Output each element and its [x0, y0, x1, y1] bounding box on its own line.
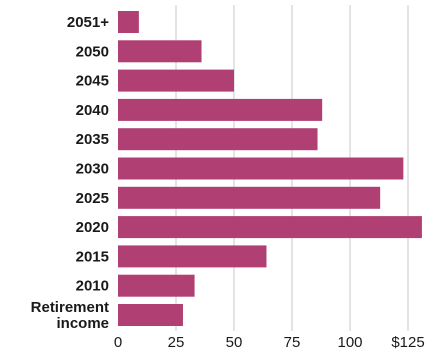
bar: [118, 157, 404, 180]
category-label: 2030: [76, 161, 109, 178]
category-label: 2035: [76, 131, 109, 148]
bar: [118, 186, 381, 209]
bar: [118, 304, 183, 326]
bar: [118, 128, 318, 151]
category-label: 2040: [76, 102, 109, 119]
category-label: 2045: [76, 73, 109, 90]
bar: [118, 245, 267, 268]
bar: [118, 40, 202, 63]
category-label: 2051+: [67, 14, 109, 31]
bar: [118, 69, 234, 92]
bar: [118, 98, 323, 121]
x-tick-label: 75: [284, 334, 301, 349]
x-tick-label: $125: [391, 334, 424, 349]
bars: [118, 11, 422, 326]
category-label: 2020: [76, 219, 109, 236]
x-tick-label: 25: [168, 334, 185, 349]
category-label: 2015: [76, 248, 109, 265]
bar: [118, 274, 195, 297]
x-tick-label: 0: [114, 334, 122, 349]
bar: [118, 216, 422, 239]
x-tick-labels: 0 25 50 75 100 $125: [114, 334, 425, 349]
category-label: 2010: [76, 278, 109, 295]
x-tick-label: 50: [226, 334, 243, 349]
category-label: 2050: [76, 43, 109, 60]
category-label: 2025: [76, 190, 109, 207]
category-label: Retirement income: [31, 299, 109, 332]
category-labels: 2051+ 2050 2045 2040 2035 2030 2025 2020 2015 201…: [31, 14, 110, 332]
x-tick-label: 100: [337, 334, 362, 349]
bar: [118, 11, 139, 33]
